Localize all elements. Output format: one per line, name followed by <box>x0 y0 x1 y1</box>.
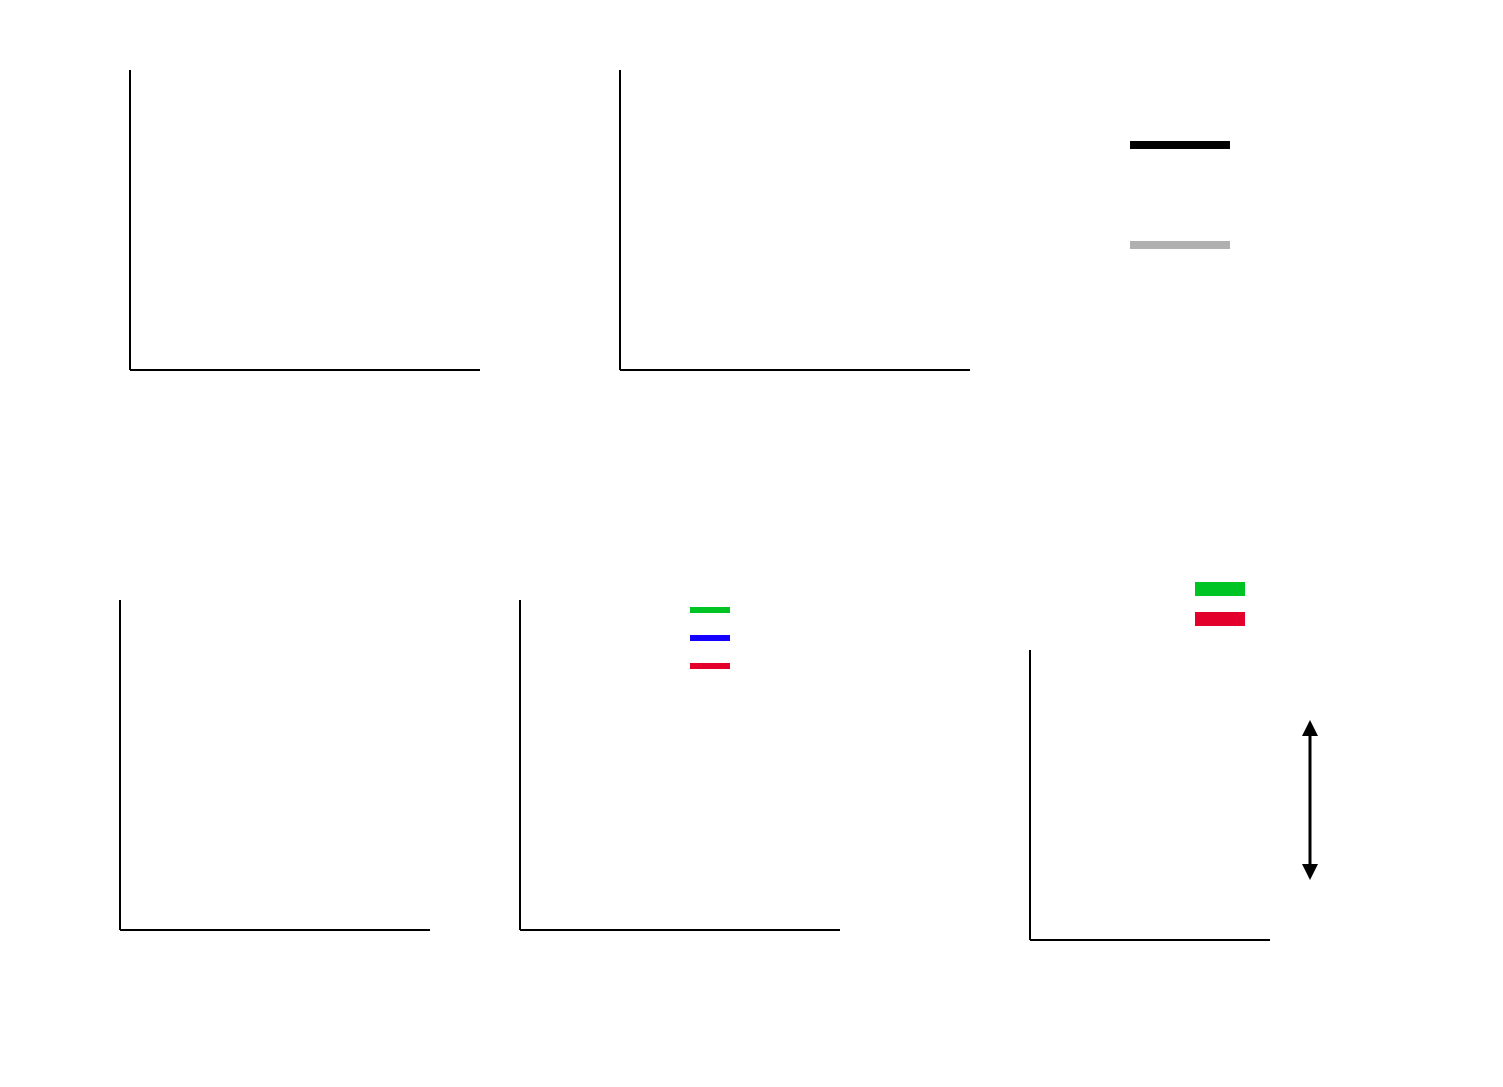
panel-e-chart <box>970 640 1290 980</box>
panel-b-chart <box>550 60 990 430</box>
panel-a-chart <box>60 60 500 430</box>
legend-avg-swatch <box>1130 140 1230 150</box>
panel-d-legend-swatches <box>690 600 730 680</box>
figure-root <box>0 0 1503 1087</box>
panel-d-chart <box>460 590 860 990</box>
legend-indiv-swatch <box>1130 240 1230 250</box>
panel-e-after-swatch <box>1195 582 1245 596</box>
panel-c-chart <box>50 590 450 990</box>
panel-e-arrow <box>1295 720 1325 880</box>
panel-e-during-swatch <box>1195 612 1245 626</box>
